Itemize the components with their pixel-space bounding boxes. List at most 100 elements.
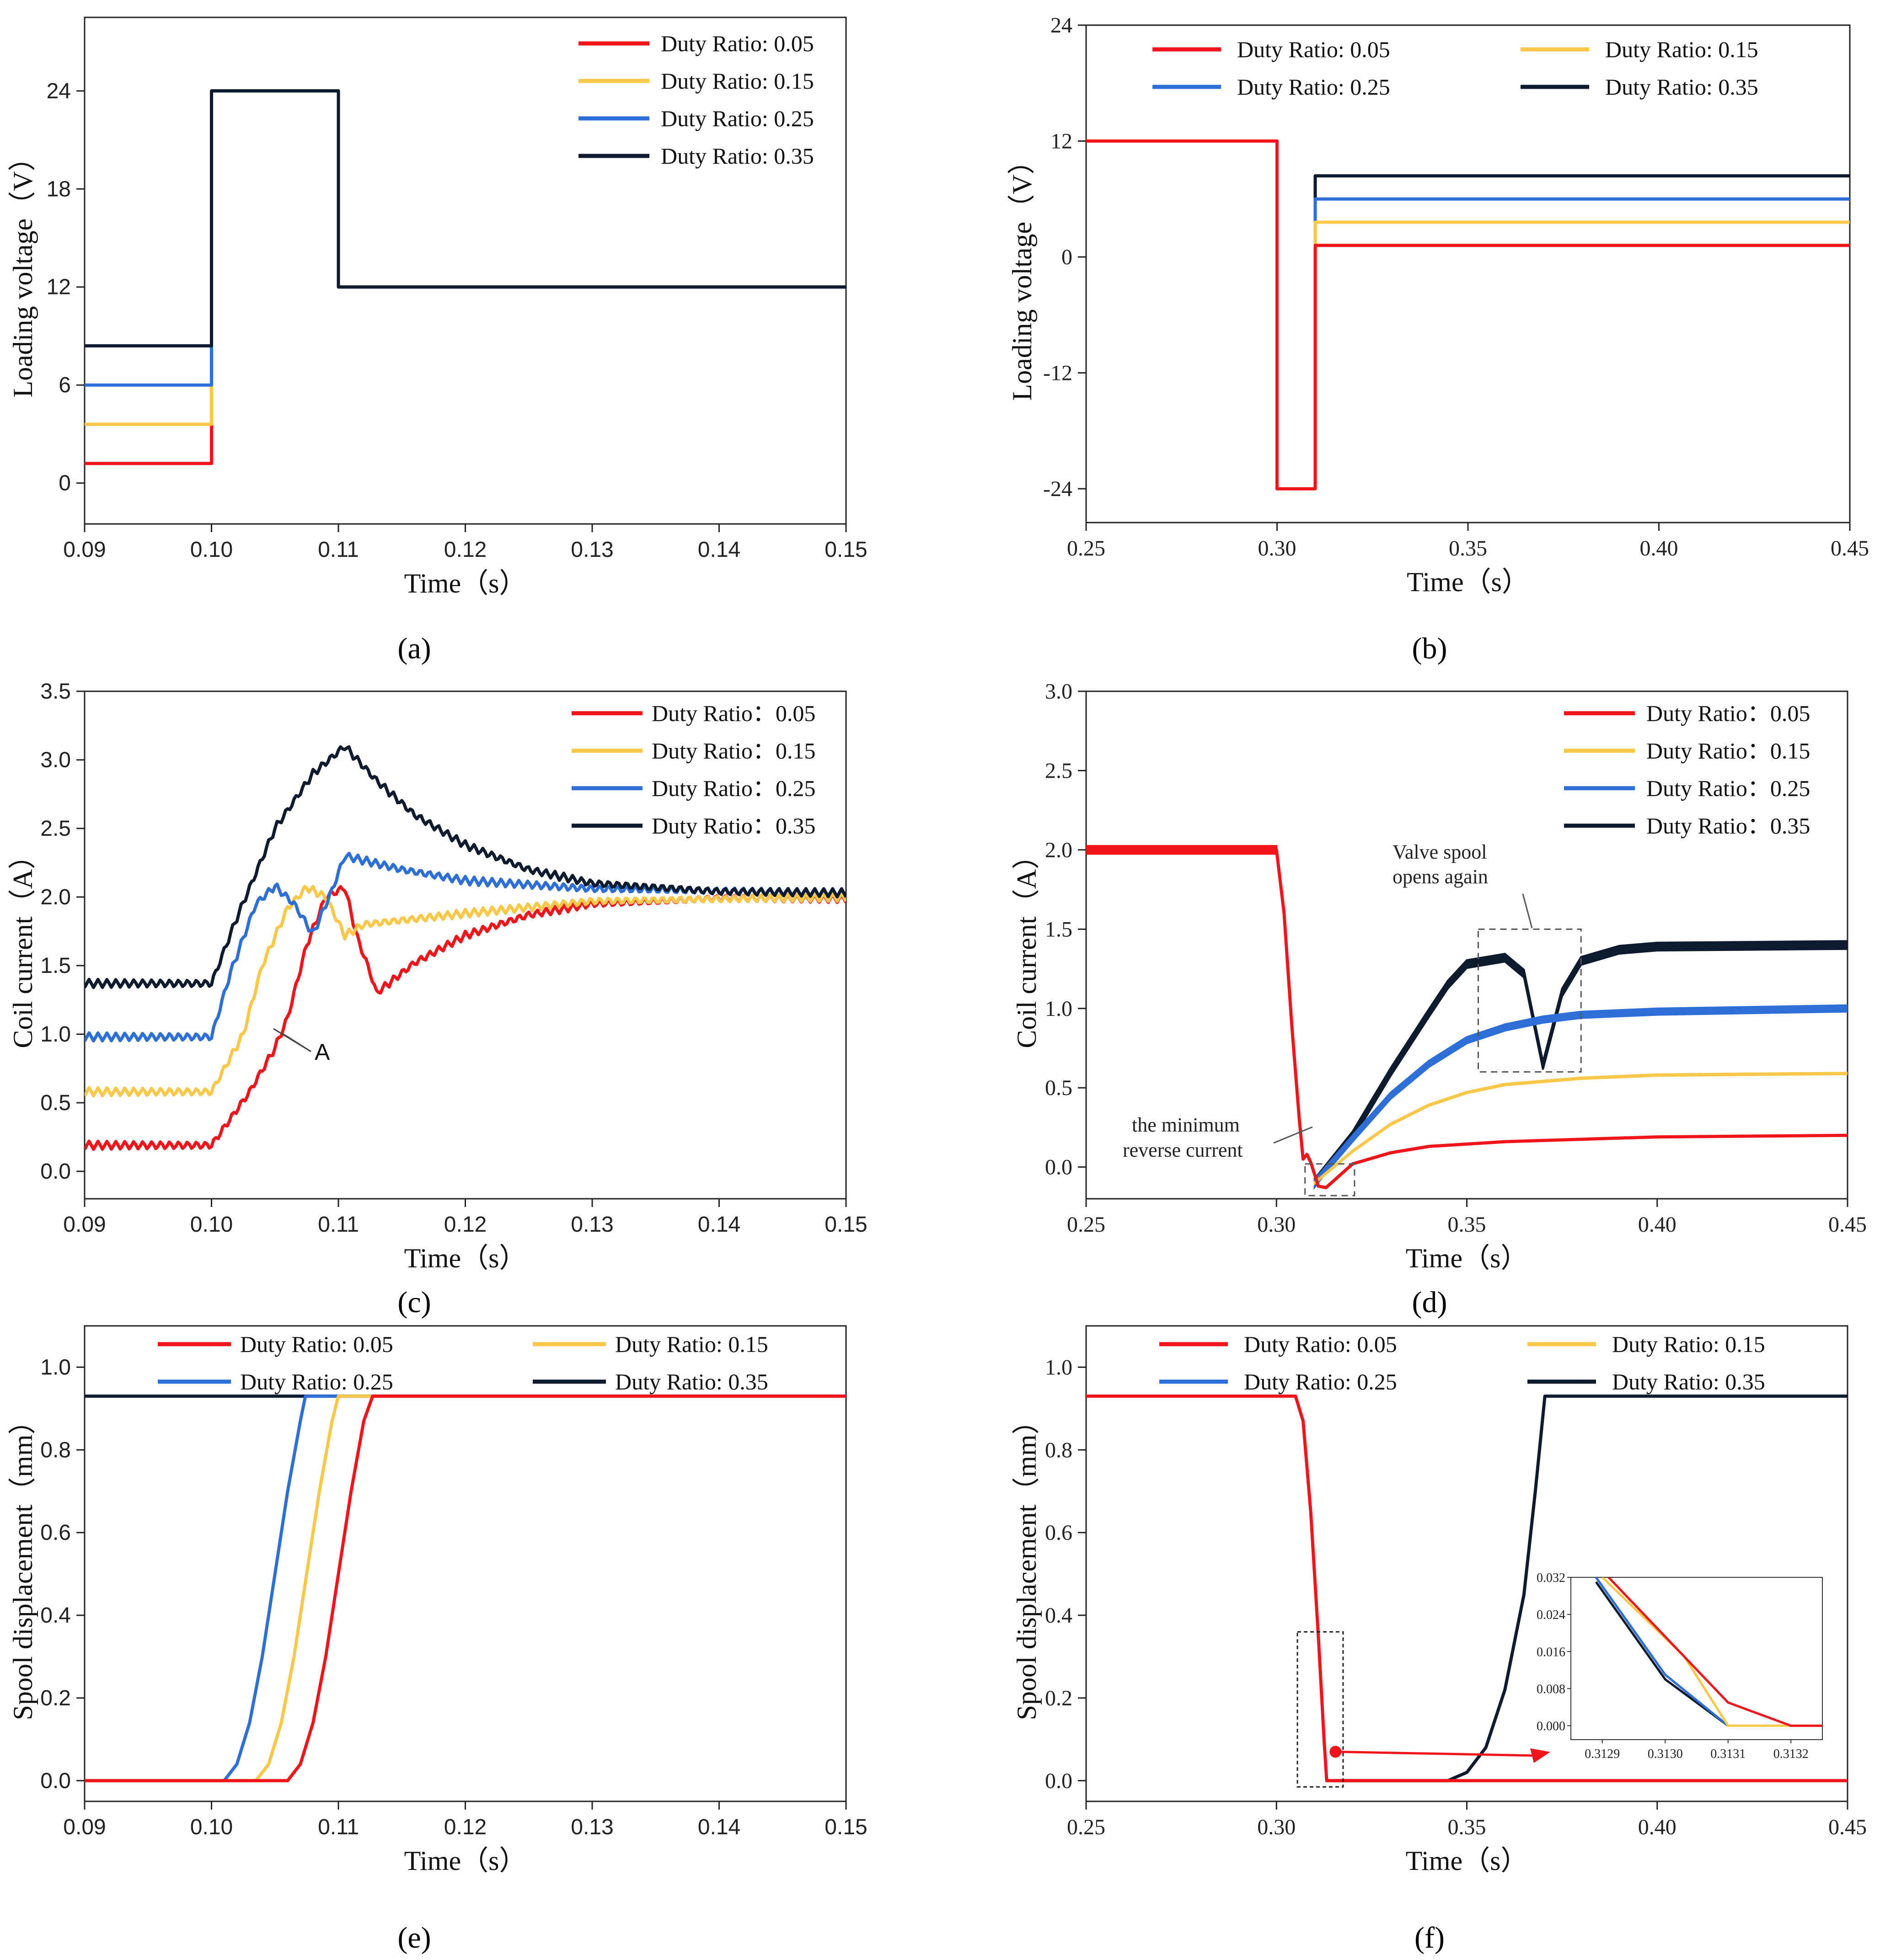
legend-label: Duty Ratio：0.25 <box>1646 775 1810 801</box>
series-duty-ratio-0-25 <box>85 1394 846 1783</box>
y-axis-label: Coil current（A） <box>1012 842 1042 1048</box>
plot-area-d <box>1086 845 1848 1190</box>
y-tick-label: 0 <box>59 471 71 496</box>
legend-label: Duty Ratio：0.15 <box>652 738 815 764</box>
y-tick-label: 0.6 <box>40 1521 71 1545</box>
series-duty-ratio-0-05 <box>1086 848 1848 1190</box>
legend-label: Duty Ratio: 0.35 <box>1612 1369 1765 1394</box>
x-tick-label: 0.35 <box>1448 1212 1486 1237</box>
annotation-reverse-current: reverse current <box>1123 1139 1243 1161</box>
zoom-region-box <box>1296 1631 1344 1788</box>
inset-y-tick-label: 0.008 <box>1537 1682 1565 1696</box>
y-tick-label: 0 <box>1061 245 1072 269</box>
y-tick-label: 12 <box>47 275 71 299</box>
series-duty-ratio-0-05 <box>85 1394 846 1783</box>
x-tick-label: 0.25 <box>1067 1212 1105 1237</box>
x-tick-label: 0.12 <box>444 1212 487 1237</box>
y-tick-label: 0.0 <box>1045 1769 1072 1793</box>
y-tick-label: 0.4 <box>1045 1603 1072 1628</box>
plot-area-b <box>1086 139 1850 491</box>
x-tick-label: 0.40 <box>1638 1212 1676 1237</box>
inset-y-tick-label: 0.000 <box>1537 1720 1565 1734</box>
legend-label: Duty Ratio：0.35 <box>1646 813 1810 838</box>
y-tick-label: 3.5 <box>40 679 71 704</box>
y-tick-label: 3.0 <box>1045 679 1072 704</box>
inset-y-tick-label: 0.016 <box>1537 1645 1565 1659</box>
inset-frame <box>1570 1577 1823 1740</box>
legend-label: Duty Ratio: 0.15 <box>1605 37 1758 62</box>
legend-label: Duty Ratio：0.05 <box>1646 700 1810 726</box>
y-tick-label: 0.0 <box>40 1159 71 1184</box>
caption-f: (f) <box>1414 1921 1445 1955</box>
y-tick-label: 2.0 <box>1045 838 1072 862</box>
inset-y-tick-label: 0.024 <box>1537 1608 1565 1622</box>
y-axis-label: Loading voltage（V） <box>1007 147 1037 401</box>
annotation-opens-again: opens again <box>1393 865 1488 888</box>
x-tick-label: 0.13 <box>571 1212 613 1237</box>
x-axis-label: Time（s） <box>404 1846 527 1876</box>
y-tick-label: -24 <box>1043 477 1072 501</box>
x-tick-label: 0.35 <box>1449 536 1487 561</box>
zoom-arrow <box>1335 1750 1537 1757</box>
y-tick-label: 12 <box>1050 129 1072 154</box>
y-axis-label: Spool displacement（mm） <box>1012 1407 1042 1720</box>
y-tick-label: 6 <box>59 373 71 397</box>
x-tick-label: 0.10 <box>190 1815 233 1839</box>
caption-e: (e) <box>397 1921 431 1955</box>
panel-b-voltage-fall: 0.25 0.30 0.35 0.40 0.45 -24 -12 0 12 24 Time（s） Lo… <box>1007 13 1869 597</box>
x-tick-label: 0.09 <box>63 538 106 562</box>
x-tick-label: 0.15 <box>825 1212 867 1237</box>
legend-label: Duty Ratio: 0.05 <box>661 31 814 56</box>
y-tick-label: 0.2 <box>1045 1686 1072 1710</box>
annotation-pointer-reopen <box>1522 893 1533 929</box>
legend-label: Duty Ratio: 0.05 <box>240 1331 393 1357</box>
y-tick-label: 0.0 <box>40 1769 71 1793</box>
x-tick-label: 0.11 <box>318 1815 359 1839</box>
y-tick-label: 1.0 <box>40 1022 71 1047</box>
legend-label: Duty Ratio：0.15 <box>1646 738 1810 764</box>
x-axis-label: Time（s） <box>1406 1846 1528 1876</box>
legend-label: Duty Ratio: 0.15 <box>1612 1331 1765 1357</box>
caption-b: (b) <box>1412 632 1447 665</box>
x-axis-label: Time（s） <box>404 1243 527 1273</box>
y-tick-label: 1.0 <box>1045 997 1072 1021</box>
x-tick-label: 0.15 <box>825 1815 867 1839</box>
x-tick-label: 0.40 <box>1638 1815 1676 1839</box>
annotation-pointer-minimum <box>1273 1126 1313 1144</box>
series-duty-ratio-0-15-band <box>1313 1072 1848 1186</box>
zoom-arrow-head <box>1530 1748 1550 1763</box>
series-duty-ratio-0-35 <box>85 89 846 347</box>
panel-d-coil-current-fall: 0.25 0.30 0.35 0.40 0.45 0.0 0.5 1.0 1.5 2.0 2.5 3.… <box>1012 679 1867 1273</box>
series-duty-ratio-0-05-ripple-band <box>1086 845 1278 855</box>
y-tick-label: 0.8 <box>1045 1438 1072 1462</box>
annotation-valve-spool: Valve spool <box>1393 841 1487 863</box>
series-duty-ratio-0-15 <box>85 885 846 1098</box>
annotation-a-pointer <box>283 1033 311 1052</box>
x-axis-label: Time（s） <box>404 568 527 598</box>
inset-series-blue <box>1595 1577 1729 1727</box>
caption-a: (a) <box>397 632 431 665</box>
x-tick-label: 0.13 <box>571 1815 613 1839</box>
annotation-minimum: the minimum <box>1132 1114 1240 1136</box>
plot-area-a <box>85 89 846 465</box>
x-tick-label: 0.12 <box>444 538 487 562</box>
x-tick-label: 0.10 <box>190 1212 233 1237</box>
y-tick-label: 0.5 <box>40 1091 71 1115</box>
caption-d: (d) <box>1412 1286 1447 1319</box>
inset-series-yellow <box>1601 1577 1822 1727</box>
x-axis-label: Time（s） <box>1407 567 1529 597</box>
x-tick-label: 0.30 <box>1258 536 1296 561</box>
series-duty-ratio-0-15 <box>85 1394 846 1783</box>
x-tick-label: 0.14 <box>698 1815 740 1839</box>
y-tick-label: 18 <box>47 177 71 201</box>
panel-e-spool-displacement-rise: 0.09 0.10 0.11 0.12 0.13 0.14 0.15 0.0 0.2 0.4 0.6… <box>8 1325 868 1876</box>
plot-area-f <box>1086 1394 1848 1783</box>
x-tick-label: 0.30 <box>1257 1212 1296 1237</box>
caption-c: (c) <box>397 1286 431 1319</box>
inset-series-black <box>1595 1581 1729 1727</box>
y-tick-label: 0.8 <box>40 1438 71 1462</box>
x-tick-label: 0.40 <box>1640 536 1678 561</box>
legend-label: Duty Ratio: 0.35 <box>615 1369 768 1394</box>
legend-label: Duty Ratio: 0.15 <box>661 68 814 94</box>
